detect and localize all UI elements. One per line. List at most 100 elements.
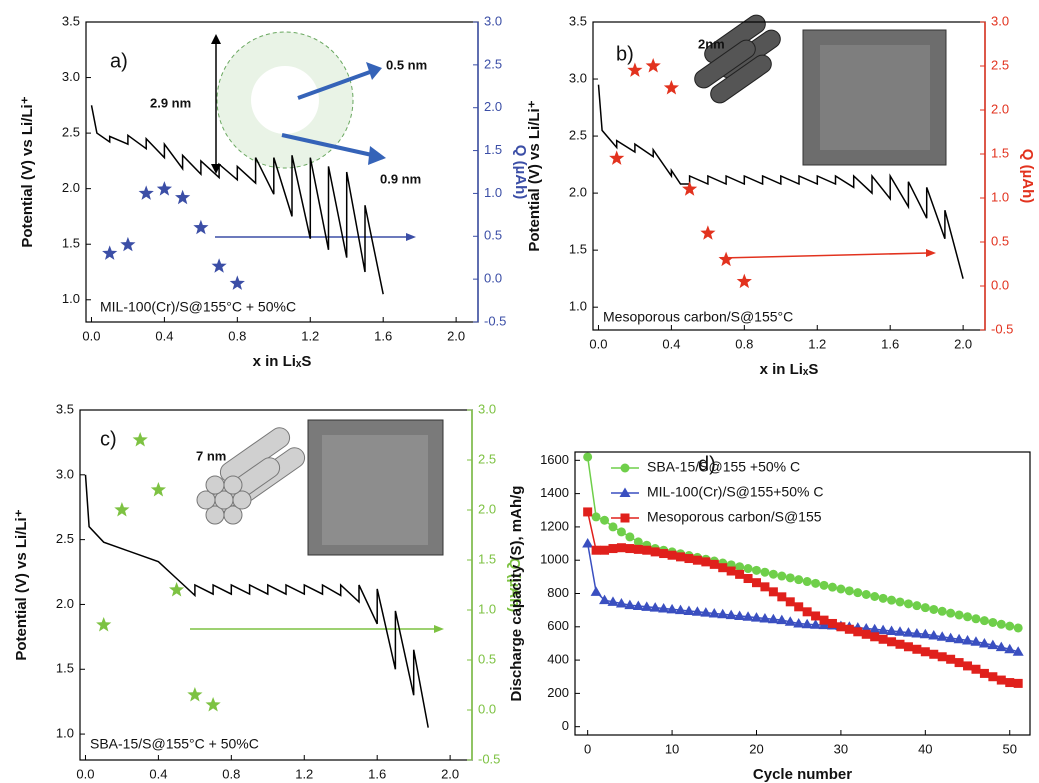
y2-tick-label: 3.0	[484, 13, 502, 28]
range-arrow	[719, 252, 929, 259]
star-marker	[175, 189, 191, 205]
marker	[920, 603, 930, 613]
note: 2nm	[698, 36, 725, 51]
y-tick-label: 200	[547, 685, 569, 700]
marker	[886, 625, 898, 635]
y2-tick-label: 1.0	[478, 601, 496, 616]
marker	[751, 578, 761, 588]
x-tick-label: 0.4	[149, 766, 167, 781]
marker	[726, 566, 736, 576]
y-tick-label: 1600	[540, 452, 569, 467]
marker	[810, 619, 822, 629]
marker	[624, 599, 636, 610]
y-tick-label: 1.0	[62, 291, 80, 306]
marker	[937, 606, 947, 616]
marker	[946, 654, 956, 664]
x-tick-label: 1.2	[301, 328, 319, 343]
x-tick-label: 1.6	[374, 328, 392, 343]
marker	[870, 632, 880, 642]
marker	[708, 607, 720, 618]
marker	[709, 559, 719, 569]
y-axis-label: Potential (V) vs Li/Li⁺	[13, 509, 30, 660]
star-marker	[663, 80, 679, 95]
marker	[1005, 621, 1015, 631]
y2-tick-label: 2.0	[478, 501, 496, 516]
marker	[861, 589, 871, 599]
marker	[658, 602, 670, 613]
y-axis-label: Discharge capacity (S), mAh/g	[508, 486, 525, 702]
star-marker	[229, 275, 245, 290]
marker	[945, 632, 957, 643]
star-marker	[718, 251, 734, 267]
marker	[633, 544, 643, 554]
y-tick-label: 1400	[540, 485, 569, 500]
pointer-arrow	[297, 70, 371, 100]
marker	[615, 597, 627, 608]
note: 0.5 nm	[386, 57, 427, 72]
marker	[819, 580, 829, 590]
x-tick-label: 30	[834, 741, 848, 756]
y-axis-label: Potential (V) vs Li/Li⁺	[19, 96, 36, 247]
annotation: SBA-15/S@155°C + 50%C	[90, 736, 259, 752]
marker	[768, 587, 778, 597]
marker	[620, 513, 630, 523]
marker	[853, 588, 863, 598]
marker	[632, 600, 644, 610]
x-tick-label: 0.4	[155, 328, 173, 343]
x-tick-label: 0.0	[82, 328, 100, 343]
y-tick-label: 0	[562, 718, 569, 733]
inset-c	[190, 419, 444, 633]
marker	[767, 613, 779, 624]
y2-tick-label: 0.5	[478, 651, 496, 666]
marker	[844, 624, 854, 634]
tem-texture	[322, 435, 428, 545]
pointer-arrow	[281, 133, 373, 157]
marker	[717, 608, 729, 619]
y2-tick-label: 1.0	[991, 189, 1009, 204]
marker	[953, 633, 965, 644]
marker	[836, 622, 846, 632]
x-tick-label: 2.0	[447, 328, 465, 343]
marker	[988, 672, 998, 682]
marker	[625, 544, 635, 554]
marker	[591, 545, 601, 555]
marker	[836, 584, 846, 594]
y-tick-label: 1.5	[62, 236, 80, 251]
x-tick-label: 0.8	[222, 766, 240, 781]
marker	[811, 578, 821, 588]
marker	[591, 512, 601, 522]
arrowhead	[926, 249, 936, 257]
marker	[675, 604, 687, 615]
star-marker	[627, 62, 643, 77]
marker	[853, 627, 863, 637]
potential-curve	[84, 474, 429, 728]
marker	[616, 527, 626, 537]
note: 2.9 nm	[150, 95, 191, 110]
x-tick-label: 0.0	[589, 336, 607, 351]
marker	[583, 507, 593, 517]
panel-label: c)	[100, 428, 117, 450]
y-tick-label: 1200	[540, 518, 569, 533]
marker	[777, 571, 787, 581]
y-tick-label: 1000	[540, 552, 569, 567]
x-tick-label: 1.6	[368, 766, 386, 781]
marker	[1013, 678, 1023, 688]
y2-tick-label: 1.0	[484, 185, 502, 200]
star-marker	[736, 273, 752, 289]
x-axis-label: x in LiₓS	[253, 353, 312, 370]
marker	[794, 602, 804, 612]
marker	[616, 543, 626, 553]
star-marker	[645, 58, 661, 73]
x-axis-label: Cycle number	[753, 766, 852, 783]
y2-tick-label: 2.5	[991, 57, 1009, 72]
y-tick-label: 400	[547, 652, 569, 667]
y-tick-label: 3.0	[56, 466, 74, 481]
star-marker	[187, 687, 203, 702]
marker	[920, 647, 930, 657]
marker	[954, 658, 964, 668]
marker	[954, 610, 964, 620]
marker	[827, 618, 837, 628]
y2-tick-label: -0.5	[991, 321, 1013, 336]
potential-curve	[90, 105, 384, 295]
